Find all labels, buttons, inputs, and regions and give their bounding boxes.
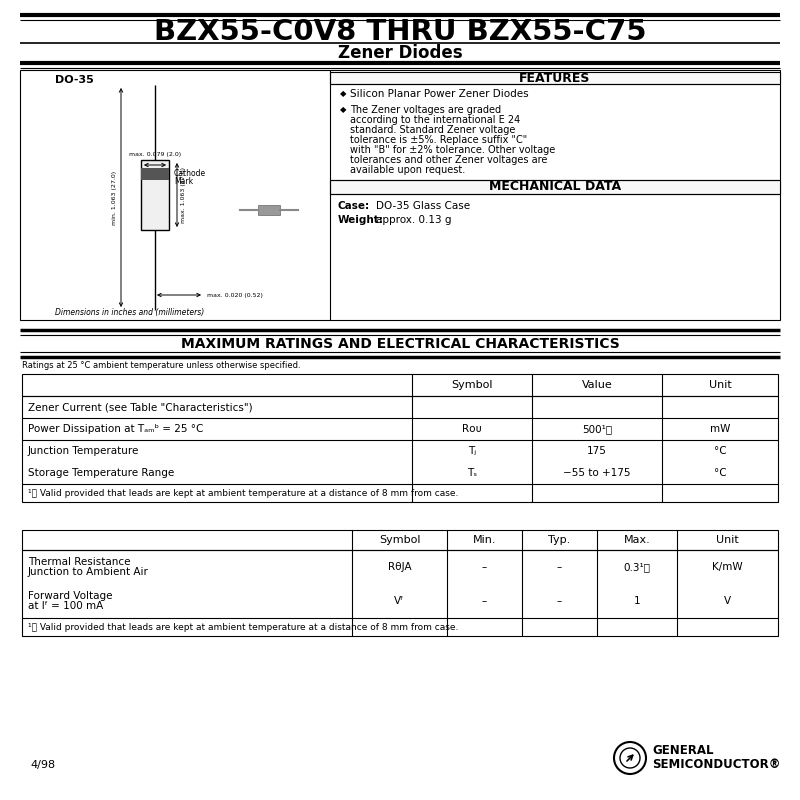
Text: Case:: Case:: [338, 201, 370, 211]
Text: GENERAL: GENERAL: [652, 745, 714, 758]
Text: 175: 175: [587, 446, 607, 456]
Text: approx. 0.13 g: approx. 0.13 g: [376, 215, 451, 225]
Text: tolerance is ±5%. Replace suffix "C": tolerance is ±5%. Replace suffix "C": [350, 135, 527, 145]
Bar: [22, 374, 778, 502]
Text: with "B" for ±2% tolerance. Other voltage: with "B" for ±2% tolerance. Other voltag…: [350, 145, 555, 155]
Text: Junction to Ambient Air: Junction to Ambient Air: [28, 567, 149, 577]
Text: Storage Temperature Range: Storage Temperature Range: [28, 468, 174, 478]
Text: ◆: ◆: [340, 90, 346, 98]
Text: K/mW: K/mW: [712, 562, 743, 572]
Text: Min.: Min.: [473, 535, 496, 545]
Text: °C: °C: [714, 468, 726, 478]
Text: FEATURES: FEATURES: [519, 71, 590, 85]
Text: Forward Voltage: Forward Voltage: [28, 591, 113, 601]
Bar: [20, 70, 780, 320]
Text: 500¹⧧: 500¹⧧: [582, 424, 612, 434]
Text: available upon request.: available upon request.: [350, 165, 466, 175]
Text: MAXIMUM RATINGS AND ELECTRICAL CHARACTERISTICS: MAXIMUM RATINGS AND ELECTRICAL CHARACTER…: [181, 337, 619, 351]
Text: Junction Temperature: Junction Temperature: [28, 446, 139, 456]
Text: Zener Current (see Table "Characteristics"): Zener Current (see Table "Characteristic…: [28, 402, 253, 412]
Text: DO-35 Glass Case: DO-35 Glass Case: [376, 201, 470, 211]
Text: Symbol: Symbol: [451, 380, 493, 390]
Text: Max.: Max.: [624, 535, 650, 545]
Text: Dimensions in inches and (millimeters): Dimensions in inches and (millimeters): [55, 309, 204, 318]
Text: max. 0.020 (0.52): max. 0.020 (0.52): [207, 293, 263, 298]
Text: V: V: [724, 596, 731, 606]
Text: MECHANICAL DATA: MECHANICAL DATA: [489, 181, 621, 194]
Text: 0.3¹⧧: 0.3¹⧧: [623, 562, 650, 572]
Text: Vᶠ: Vᶠ: [394, 596, 405, 606]
Text: Cathode: Cathode: [174, 170, 206, 178]
Text: Value: Value: [582, 380, 612, 390]
Text: The Zener voltages are graded: The Zener voltages are graded: [350, 105, 501, 115]
Bar: [330, 180, 780, 194]
Text: ¹⧧ Valid provided that leads are kept at ambient temperature at a distance of 8 : ¹⧧ Valid provided that leads are kept at…: [28, 622, 458, 631]
Text: ◆: ◆: [340, 106, 346, 114]
Text: SEMICONDUCTOR®: SEMICONDUCTOR®: [652, 758, 781, 771]
Text: –: –: [482, 562, 487, 572]
Bar: [22, 530, 778, 636]
Text: max. 1.063 (27.0): max. 1.063 (27.0): [181, 167, 186, 223]
Bar: [141, 168, 169, 180]
Bar: [141, 160, 169, 230]
Bar: [330, 72, 780, 84]
Text: Unit: Unit: [716, 535, 739, 545]
Text: Typ.: Typ.: [548, 535, 570, 545]
Text: Ratings at 25 °C ambient temperature unless otherwise specified.: Ratings at 25 °C ambient temperature unl…: [22, 361, 301, 370]
Text: DO-35: DO-35: [55, 75, 94, 85]
Text: standard. Standard Zener voltage: standard. Standard Zener voltage: [350, 125, 515, 135]
Text: Tⱼ: Tⱼ: [468, 446, 476, 456]
Bar: [258, 205, 280, 215]
Text: −55 to +175: −55 to +175: [563, 468, 630, 478]
Text: tolerances and other Zener voltages are: tolerances and other Zener voltages are: [350, 155, 547, 165]
Text: 4/98: 4/98: [30, 760, 55, 770]
Text: –: –: [482, 596, 487, 606]
Text: mW: mW: [710, 424, 730, 434]
Text: –: –: [557, 562, 562, 572]
Text: Zener Diodes: Zener Diodes: [338, 44, 462, 62]
Text: at Iᶠ = 100 mA: at Iᶠ = 100 mA: [28, 601, 103, 611]
Text: ¹⧧ Valid provided that leads are kept at ambient temperature at a distance of 8 : ¹⧧ Valid provided that leads are kept at…: [28, 489, 458, 498]
Text: according to the international E 24: according to the international E 24: [350, 115, 520, 125]
Text: Thermal Resistance: Thermal Resistance: [28, 557, 130, 567]
Text: Power Dissipation at Tₐₘᵇ = 25 °C: Power Dissipation at Tₐₘᵇ = 25 °C: [28, 424, 203, 434]
Text: max. 0.079 (2.0): max. 0.079 (2.0): [129, 152, 181, 157]
Text: Mark: Mark: [174, 178, 193, 186]
Text: 1: 1: [634, 596, 640, 606]
Text: min. 1.063 (27.0): min. 1.063 (27.0): [112, 170, 117, 225]
Text: RθJA: RθJA: [388, 562, 411, 572]
Text: Silicon Planar Power Zener Diodes: Silicon Planar Power Zener Diodes: [350, 89, 529, 99]
Text: Rᴏᴜ: Rᴏᴜ: [462, 424, 482, 434]
Text: –: –: [557, 596, 562, 606]
Text: Weight:: Weight:: [338, 215, 384, 225]
Text: Symbol: Symbol: [378, 535, 420, 545]
Text: Tₛ: Tₛ: [467, 468, 477, 478]
Text: Unit: Unit: [709, 380, 731, 390]
Text: °C: °C: [714, 446, 726, 456]
Text: BZX55-C0V8 THRU BZX55-C75: BZX55-C0V8 THRU BZX55-C75: [154, 18, 646, 46]
